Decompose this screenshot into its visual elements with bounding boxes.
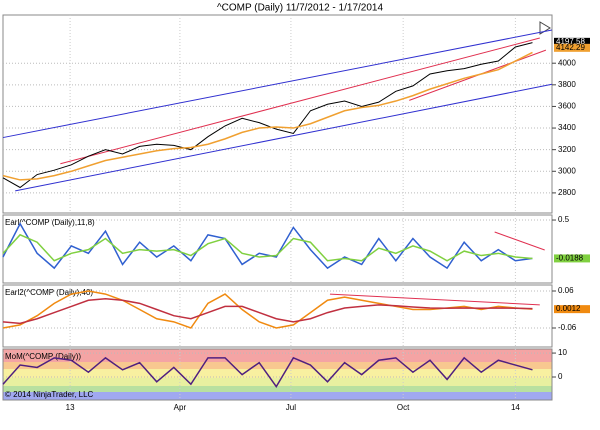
panel-frame: [2, 214, 553, 284]
y-tick-label: 3000: [558, 166, 576, 175]
band: [3, 369, 552, 378]
band: [3, 378, 552, 386]
panel-frame: [2, 284, 553, 348]
trendline: [60, 37, 540, 165]
band: [3, 386, 552, 392]
trendline: [494, 231, 545, 251]
value-box-label: 4142.29: [556, 43, 585, 52]
value-box: [554, 305, 590, 314]
chart-title: ^COMP (Daily) 11/7/2012 - 1/17/2014: [217, 3, 384, 14]
series-line: [2, 42, 533, 189]
trendline: [329, 293, 540, 306]
series-line: [2, 297, 533, 325]
panel-label: MoM(^COMP (Daily)): [5, 352, 81, 361]
annotation: © 2014 NinjaTrader, LLC: [5, 390, 94, 399]
panel-label: Earl2(^COMP (Daily),40): [5, 288, 93, 297]
trendline: [2, 29, 553, 139]
series-line: [2, 51, 533, 181]
series-line: [2, 222, 533, 270]
y-tick-label: 0.5: [558, 215, 570, 224]
y-tick-label: 3600: [558, 102, 576, 111]
y-tick-label: 3200: [558, 145, 576, 154]
series-line: [2, 233, 533, 262]
x-tick-label: 13: [66, 403, 75, 412]
panel-frame: [2, 348, 553, 401]
x-tick-label: Oct: [397, 403, 410, 412]
x-tick-label: 14: [511, 403, 520, 412]
panel-label: Earl(^COMP (Daily),11,8): [5, 218, 95, 227]
x-tick-label: Jul: [286, 403, 296, 412]
band: [3, 349, 552, 362]
value-box: [554, 43, 590, 52]
y-tick-label: 2800: [558, 188, 576, 197]
y-tick-label: 0.06: [558, 286, 574, 295]
trendline: [15, 83, 553, 192]
y-tick-label: 4000: [558, 58, 576, 67]
y-tick-label: 3400: [558, 123, 576, 132]
value-box-label: 0.0012: [556, 304, 581, 313]
band: [3, 362, 552, 369]
value-box: [554, 254, 590, 263]
band: [3, 392, 552, 400]
value-box-label: 4197.58: [556, 37, 585, 46]
y-tick-label: 10: [558, 348, 567, 357]
value-box-label: -0.0188: [556, 254, 584, 263]
panel-frame: [2, 14, 553, 214]
series-line: [2, 356, 533, 388]
y-tick-label: -0.06: [558, 323, 577, 332]
x-tick-label: Apr: [174, 403, 187, 412]
y-tick-label: 3800: [558, 80, 576, 89]
value-box: [554, 37, 590, 46]
y-tick-label: 0: [558, 372, 563, 381]
